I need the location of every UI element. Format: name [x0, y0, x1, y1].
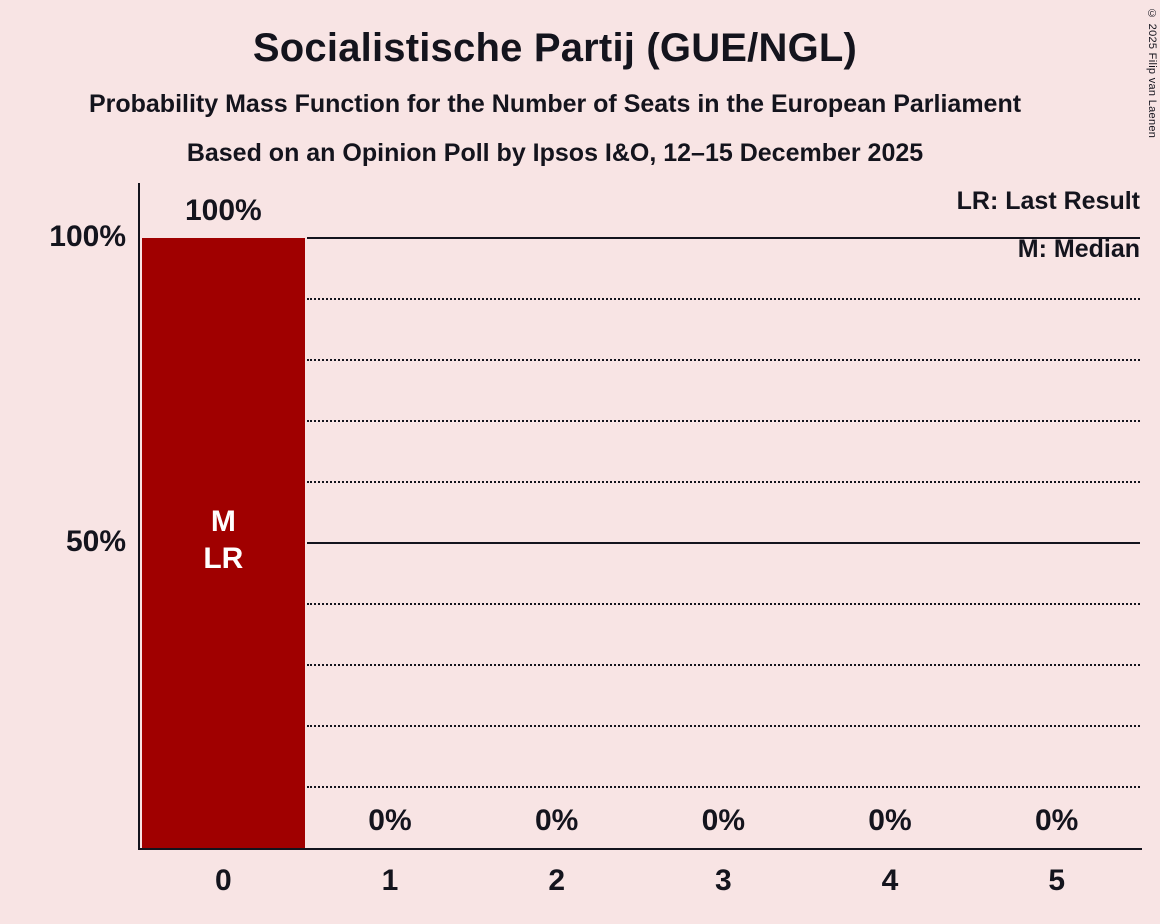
bar-column-0: M LR 100% 0	[140, 194, 307, 897]
bar-seats-0: M LR	[141, 238, 305, 848]
gridline-dotted-80	[306, 359, 1140, 361]
x-axis	[138, 848, 1142, 850]
gridline-dotted-10	[306, 786, 1140, 788]
x-tick-label-0: 0	[214, 864, 232, 897]
chart-poll-source: Based on an Opinion Poll by Ipsos I&O, 1…	[186, 139, 924, 167]
y-axis	[138, 183, 140, 850]
bar-column-3: 0% 3	[640, 238, 807, 897]
value-label-5: 0%	[1034, 804, 1079, 837]
y-axis-label-50: 50%	[65, 525, 126, 558]
copyright-notice: © 2025 Filip van Laenen	[1146, 8, 1158, 139]
gridline-solid-100	[306, 237, 1140, 239]
gridline-dotted-90	[306, 298, 1140, 300]
gridline-solid-50	[306, 542, 1140, 544]
bar-column-1: 0% 1	[307, 238, 474, 897]
x-tick-label-5: 5	[1048, 864, 1065, 897]
x-tick-label-2: 2	[548, 864, 565, 897]
value-label-2: 0%	[534, 804, 579, 837]
bar-column-4: 0% 4	[807, 238, 974, 897]
value-label-3: 0%	[701, 804, 745, 837]
chart-subtitle: Probability Mass Function for the Number…	[88, 90, 1022, 118]
x-tick-label-1: 1	[381, 864, 399, 897]
plot-area: M LR 100% 0 0% 1 0% 2 0% 3 0% 4 0% 5	[140, 194, 1140, 897]
gridline-dotted-60	[306, 481, 1140, 483]
legend-last-result: LR: Last Result	[956, 187, 1140, 215]
bar-annotation-median-lastresult: M LR	[203, 504, 244, 576]
gridline-dotted-20	[306, 725, 1140, 727]
gridline-dotted-70	[306, 420, 1140, 422]
value-label-0: 100%	[184, 194, 262, 227]
value-label-4: 0%	[868, 804, 912, 837]
x-tick-label-4: 4	[881, 864, 899, 897]
legend-median: M: Median	[1017, 235, 1140, 263]
gridline-dotted-30	[306, 664, 1140, 666]
chart-title: Socialistische Partij (GUE/NGL)	[252, 26, 858, 70]
x-tick-label-3: 3	[714, 864, 732, 897]
bar-column-2: 0% 2	[473, 238, 640, 897]
value-label-1: 0%	[368, 804, 412, 837]
bar-column-5: 0% 5	[973, 238, 1140, 897]
y-axis-label-100: 100%	[49, 220, 126, 253]
gridline-dotted-40	[306, 603, 1140, 605]
